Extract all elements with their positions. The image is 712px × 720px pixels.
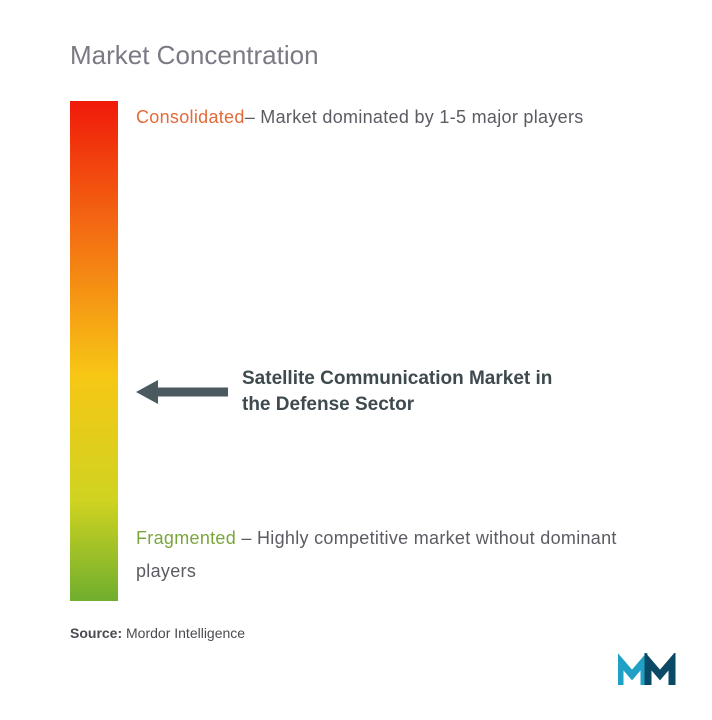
labels-area: Consolidated– Market dominated by 1-5 ma… bbox=[136, 101, 652, 601]
gradient-scale-bar bbox=[70, 101, 118, 601]
consolidated-text: – Market dominated by 1-5 major players bbox=[245, 107, 584, 127]
fragmented-badge: Fragmented bbox=[136, 528, 236, 548]
concentration-diagram: Consolidated– Market dominated by 1-5 ma… bbox=[70, 101, 652, 601]
source-attribution: Source: Mordor Intelligence bbox=[70, 625, 652, 641]
fragmented-label: Fragmented – Highly competitive market w… bbox=[136, 522, 642, 587]
consolidated-badge: Consolidated bbox=[136, 107, 245, 127]
page-title: Market Concentration bbox=[70, 40, 652, 71]
source-value: Mordor Intelligence bbox=[126, 625, 245, 641]
source-label: Source: bbox=[70, 625, 122, 641]
pointer-row: Satellite Communication Market in the De… bbox=[136, 366, 572, 417]
pointer-label: Satellite Communication Market in the De… bbox=[242, 366, 572, 417]
consolidated-label: Consolidated– Market dominated by 1-5 ma… bbox=[136, 101, 642, 133]
arrow-left-icon bbox=[136, 377, 228, 407]
mordor-logo-icon bbox=[618, 653, 676, 694]
